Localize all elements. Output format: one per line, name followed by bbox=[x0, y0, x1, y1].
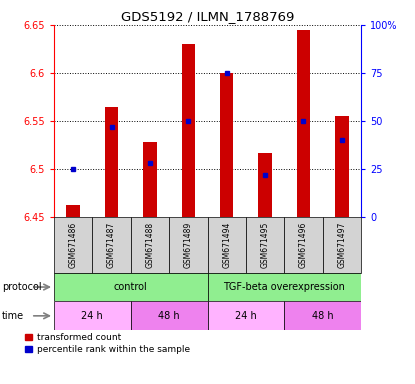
Text: GDS5192 / ILMN_1788769: GDS5192 / ILMN_1788769 bbox=[121, 10, 294, 23]
FancyBboxPatch shape bbox=[54, 273, 208, 301]
Bar bbox=[259, 152, 272, 217]
Text: 48 h: 48 h bbox=[158, 311, 180, 321]
FancyBboxPatch shape bbox=[93, 217, 131, 273]
Text: protocol: protocol bbox=[2, 282, 42, 292]
FancyBboxPatch shape bbox=[208, 217, 246, 273]
Text: GSM671497: GSM671497 bbox=[337, 222, 347, 268]
Text: GSM671489: GSM671489 bbox=[184, 222, 193, 268]
FancyBboxPatch shape bbox=[284, 217, 323, 273]
Bar bbox=[143, 142, 156, 217]
Text: GSM671494: GSM671494 bbox=[222, 222, 231, 268]
FancyBboxPatch shape bbox=[208, 301, 284, 330]
Text: time: time bbox=[2, 311, 24, 321]
Bar bbox=[105, 106, 118, 217]
Text: GSM671487: GSM671487 bbox=[107, 222, 116, 268]
Text: TGF-beta overexpression: TGF-beta overexpression bbox=[223, 282, 345, 292]
Text: GSM671496: GSM671496 bbox=[299, 222, 308, 268]
FancyBboxPatch shape bbox=[54, 217, 93, 273]
Text: 24 h: 24 h bbox=[235, 311, 257, 321]
Bar bbox=[297, 30, 310, 217]
Text: GSM671488: GSM671488 bbox=[145, 222, 154, 268]
FancyBboxPatch shape bbox=[54, 301, 131, 330]
FancyBboxPatch shape bbox=[208, 273, 361, 301]
FancyBboxPatch shape bbox=[131, 301, 208, 330]
Bar bbox=[220, 73, 233, 217]
Text: GSM671495: GSM671495 bbox=[261, 222, 270, 268]
Legend: transformed count, percentile rank within the sample: transformed count, percentile rank withi… bbox=[25, 333, 190, 354]
Text: control: control bbox=[114, 282, 148, 292]
Text: GSM671486: GSM671486 bbox=[68, 222, 78, 268]
FancyBboxPatch shape bbox=[284, 301, 361, 330]
Bar bbox=[182, 44, 195, 217]
Bar bbox=[66, 205, 80, 217]
Bar bbox=[335, 116, 349, 217]
FancyBboxPatch shape bbox=[246, 217, 284, 273]
Text: 48 h: 48 h bbox=[312, 311, 334, 321]
Text: 24 h: 24 h bbox=[81, 311, 103, 321]
FancyBboxPatch shape bbox=[131, 217, 169, 273]
FancyBboxPatch shape bbox=[323, 217, 361, 273]
FancyBboxPatch shape bbox=[169, 217, 208, 273]
